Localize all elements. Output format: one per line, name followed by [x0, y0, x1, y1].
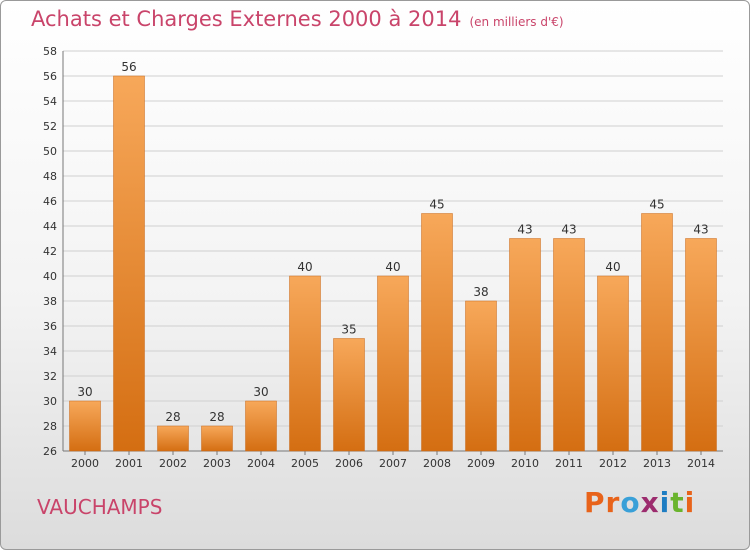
- town-name: VAUCHAMPS: [37, 495, 163, 519]
- x-tick-label-2013: 2013: [643, 457, 671, 470]
- y-tick-label: 48: [43, 170, 57, 183]
- value-label-2002: 28: [165, 410, 180, 424]
- value-label-2008: 45: [429, 198, 444, 212]
- bar-2011: [553, 238, 585, 452]
- x-tick-label-2000: 2000: [71, 457, 99, 470]
- y-tick-label: 26: [43, 445, 57, 458]
- value-label-2010: 43: [517, 223, 532, 237]
- y-tick-label: 50: [43, 145, 57, 158]
- bar-2001: [113, 75, 145, 452]
- y-tick-label: 56: [43, 70, 57, 83]
- y-tick-label: 30: [43, 395, 57, 408]
- chart-title: Achats et Charges Externes 2000 à 2014 (e…: [31, 7, 564, 31]
- y-tick-label: 42: [43, 245, 57, 258]
- x-tick-label-2009: 2009: [467, 457, 495, 470]
- x-tick-label-2010: 2010: [511, 457, 539, 470]
- x-tick-label-2003: 2003: [203, 457, 231, 470]
- bar-2009: [465, 300, 497, 452]
- x-tick-label-2012: 2012: [599, 457, 627, 470]
- logo-letter: o: [620, 486, 641, 519]
- bar-2002: [157, 425, 189, 452]
- value-label-2001: 56: [121, 60, 136, 74]
- y-tick-label: 54: [43, 95, 57, 108]
- value-label-2007: 40: [385, 260, 400, 274]
- value-label-2005: 40: [297, 260, 312, 274]
- proxiti-logo: Proxiti: [584, 486, 695, 519]
- value-label-2013: 45: [649, 198, 664, 212]
- logo-letter: i: [659, 486, 671, 519]
- value-label-2000: 30: [77, 385, 92, 399]
- bar-2000: [69, 400, 101, 452]
- bar-2003: [201, 425, 233, 452]
- x-tick-label-2007: 2007: [379, 457, 407, 470]
- bar-2007: [377, 275, 409, 452]
- value-label-2012: 40: [605, 260, 620, 274]
- chart-title-text: Achats et Charges Externes 2000 à 2014: [31, 7, 462, 31]
- y-tick-label: 34: [43, 345, 57, 358]
- logo-letter: x: [640, 486, 660, 519]
- x-tick-label-2014: 2014: [687, 457, 715, 470]
- x-tick-label-2004: 2004: [247, 457, 275, 470]
- bar-2006: [333, 338, 365, 452]
- x-tick-label-2005: 2005: [291, 457, 319, 470]
- bar-2014: [685, 238, 717, 452]
- bar-2012: [597, 275, 629, 452]
- logo-letter: i: [684, 486, 696, 519]
- x-tick-label-2001: 2001: [115, 457, 143, 470]
- bar-2004: [245, 400, 277, 452]
- value-label-2014: 43: [693, 223, 708, 237]
- y-tick-label: 36: [43, 320, 57, 333]
- bar-2013: [641, 213, 673, 452]
- y-tick-label: 32: [43, 370, 57, 383]
- value-label-2003: 28: [209, 410, 224, 424]
- value-label-2004: 30: [253, 385, 268, 399]
- y-tick-label: 46: [43, 195, 57, 208]
- logo-letter: r: [605, 486, 621, 519]
- y-tick-label: 28: [43, 420, 57, 433]
- logo-letter: t: [670, 486, 685, 519]
- x-tick-label-2006: 2006: [335, 457, 363, 470]
- bar-2008: [421, 213, 453, 452]
- value-label-2011: 43: [561, 223, 576, 237]
- bar-2005: [289, 275, 321, 452]
- x-tick-label-2011: 2011: [555, 457, 583, 470]
- logo-letter: P: [584, 486, 606, 519]
- y-tick-label: 58: [43, 45, 57, 58]
- y-tick-label: 40: [43, 270, 57, 283]
- bar-2010: [509, 238, 541, 452]
- chart-unit: (en milliers d'€): [469, 15, 564, 29]
- x-tick-label-2002: 2002: [159, 457, 187, 470]
- value-label-2006: 35: [341, 323, 356, 337]
- y-tick-label: 52: [43, 120, 57, 133]
- value-label-2009: 38: [473, 285, 488, 299]
- x-tick-label-2008: 2008: [423, 457, 451, 470]
- y-tick-label: 44: [43, 220, 57, 233]
- y-tick-label: 38: [43, 295, 57, 308]
